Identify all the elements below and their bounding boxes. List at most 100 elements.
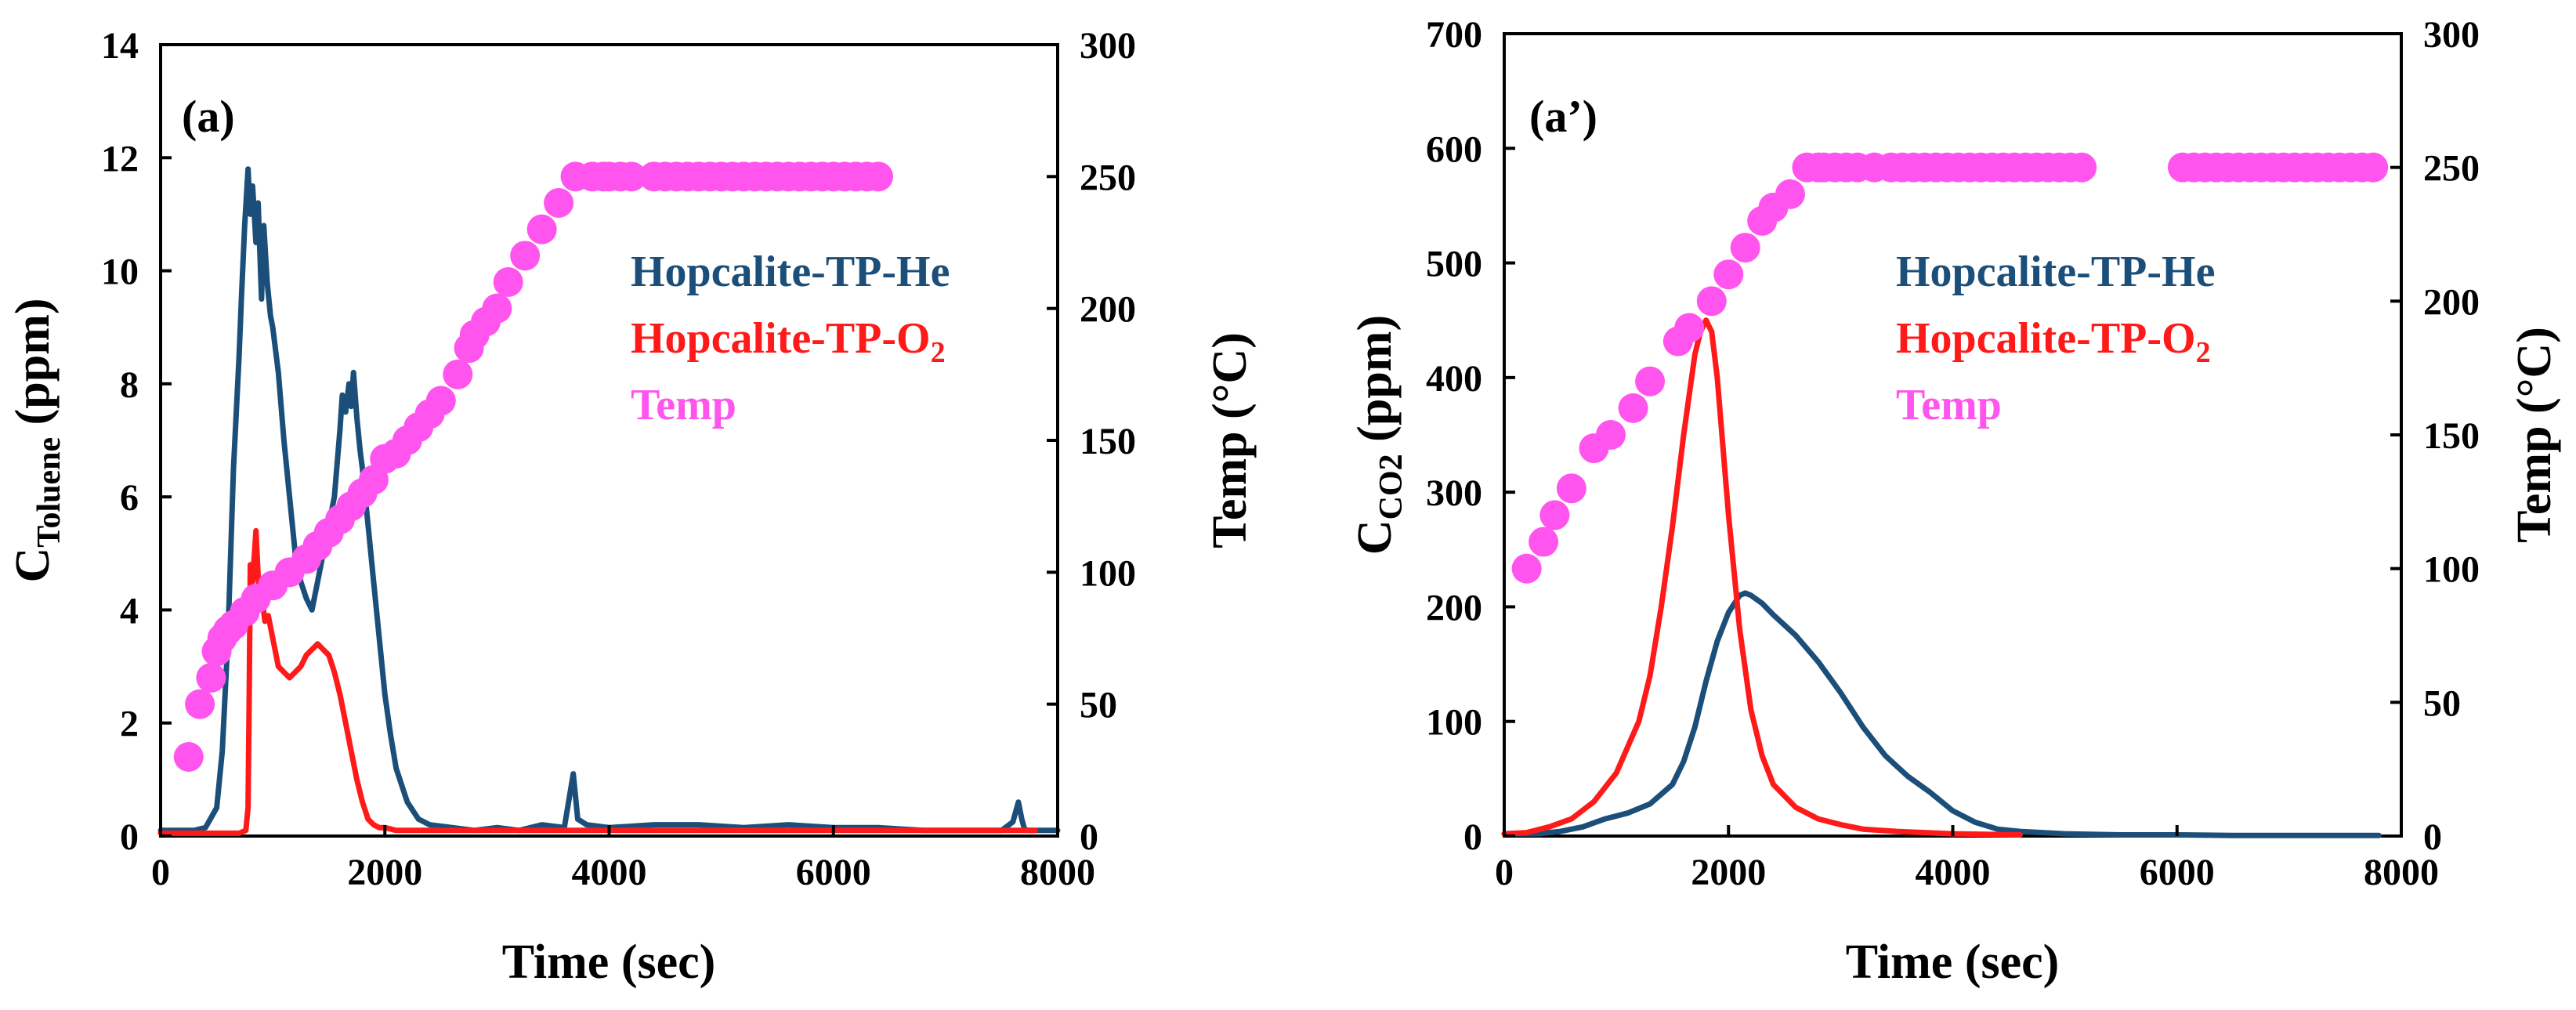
temp-point — [2067, 152, 2097, 183]
y2-tick-label: 100 — [2423, 549, 2480, 591]
temp-point — [1696, 286, 1727, 317]
chart-panel-a-prime: 0 2000 4000 6000 800001002003004005006007000… — [1348, 14, 2561, 989]
y2-axis-title: Temp (°C) — [1203, 332, 1257, 548]
panel-label: (a’) — [1529, 91, 1597, 142]
legend-entry-o2-main: Hopcalite-TP-O — [1896, 314, 2196, 363]
y-axis-title-main: C — [1348, 519, 1402, 555]
series-line-he — [157, 166, 1061, 834]
y2-axis-title: Temp (°C) — [2508, 327, 2561, 543]
y2-tick-label: 300 — [2423, 14, 2480, 56]
y-tick-label: 4 — [120, 590, 139, 632]
y-tick-label: 400 — [1426, 358, 1482, 400]
y2-tick-label: 150 — [1080, 421, 1136, 462]
legend-entry-o2-sub: 2 — [2196, 336, 2211, 369]
temp-point — [510, 241, 541, 271]
x-axis-title: Time (sec) — [502, 936, 716, 989]
y-tick-label: 200 — [1426, 587, 1482, 628]
x-tick-label: 8000 — [1020, 852, 1095, 893]
temp-point — [863, 161, 893, 192]
series-line-he — [1501, 590, 2382, 838]
temp-point — [443, 359, 473, 389]
y2-tick-label: 150 — [2423, 415, 2480, 457]
y-axis-title: CToluene (ppm) — [6, 298, 67, 582]
temp-point — [1511, 553, 1542, 584]
y-axis-title-unit: (ppm) — [1348, 315, 1402, 454]
x-tick-label: 6000 — [2140, 852, 2215, 893]
y2-tick-label: 250 — [2423, 148, 2480, 190]
x-tick-label: 0 — [151, 852, 170, 893]
temp-point — [173, 742, 204, 772]
legend-entry-o2-main: Hopcalite-TP-O — [631, 314, 931, 363]
y-tick-label: 6 — [120, 477, 139, 519]
chart-panel-a: 0 2000 4000 6000 800002468101214050100150200… — [6, 25, 1257, 989]
y-tick-label: 300 — [1426, 472, 1482, 514]
y2-tick-label: 50 — [1080, 685, 1117, 726]
x-tick-label: 2000 — [347, 852, 422, 893]
tick-layer: 0 2000 4000 6000 800002468101214050100150200… — [101, 25, 1136, 893]
legend-entry-o2: Hopcalite-TP-O2 — [1896, 314, 2211, 369]
temp-point — [1556, 473, 1586, 504]
y2-tick-label: 200 — [1080, 289, 1136, 331]
y-tick-label: 600 — [1426, 129, 1482, 170]
legend-entry-temp: Temp — [631, 381, 736, 429]
temp-point — [2358, 152, 2389, 183]
legend-entry-he: Hopcalite-TP-He — [631, 248, 950, 296]
y-axis-title-main: C — [6, 548, 60, 583]
y-tick-label: 2 — [120, 704, 139, 745]
temp-point — [1635, 366, 1666, 396]
y-axis-title-sub: CO2 — [1373, 454, 1409, 519]
temp-point — [185, 689, 215, 719]
x-tick-label: 2000 — [1691, 852, 1766, 893]
y-tick-label: 10 — [101, 252, 139, 293]
y-axis-title: CCO2 (ppm) — [1348, 315, 1409, 555]
x-tick-label: 6000 — [796, 852, 871, 893]
y-tick-label: 12 — [101, 138, 139, 179]
y2-tick-label: 50 — [2423, 682, 2461, 724]
legend-entry-o2: Hopcalite-TP-O2 — [631, 314, 946, 369]
y-axis-title-unit: (ppm) — [6, 298, 60, 436]
temp-point — [1539, 500, 1570, 530]
y-tick-label: 500 — [1426, 244, 1482, 285]
temp-point — [196, 663, 226, 693]
temp-point — [1775, 179, 1805, 209]
x-tick-label: 0 — [1495, 852, 1514, 893]
panel-label: (a) — [182, 91, 235, 142]
legend: Hopcalite-TP-He Hopcalite-TP-O2 Temp — [631, 248, 950, 429]
y-tick-label: 700 — [1426, 14, 1482, 56]
temp-point — [482, 293, 512, 324]
temp-point — [1713, 259, 1744, 290]
y2-tick-label: 0 — [1080, 816, 1098, 858]
series-temp — [173, 161, 893, 772]
temp-point — [1618, 393, 1648, 423]
tick-layer: 0 2000 4000 6000 800001002003004005006007000… — [1426, 14, 2480, 893]
series-layer — [1501, 152, 2389, 838]
y2-tick-label: 200 — [2423, 281, 2480, 323]
legend: Hopcalite-TP-He Hopcalite-TP-O2 Temp — [1896, 248, 2215, 429]
y2-tick-label: 0 — [2423, 816, 2442, 858]
x-tick-label: 8000 — [2364, 852, 2439, 893]
y2-tick-label: 100 — [1080, 552, 1136, 594]
y-tick-label: 0 — [1463, 816, 1482, 858]
y2-tick-label: 250 — [1080, 157, 1136, 198]
temp-point — [617, 161, 647, 192]
temp-point — [1529, 527, 1559, 557]
y-axis-title-sub: Toluene — [31, 437, 67, 548]
temp-point — [493, 267, 523, 297]
x-tick-label: 4000 — [572, 852, 647, 893]
legend-entry-he: Hopcalite-TP-He — [1896, 248, 2215, 296]
temp-point — [1730, 233, 1760, 263]
temp-point — [1595, 420, 1626, 450]
series-layer — [157, 161, 1061, 836]
y-tick-label: 0 — [120, 816, 139, 858]
legend-entry-o2-sub: 2 — [931, 336, 946, 369]
x-axis-title: Time (sec) — [1846, 936, 2060, 989]
y2-tick-label: 300 — [1080, 25, 1136, 67]
temp-point — [526, 214, 557, 244]
temp-point — [544, 188, 574, 218]
x-tick-label: 4000 — [1916, 852, 1991, 893]
y-tick-label: 100 — [1426, 702, 1482, 744]
temp-point — [1674, 313, 1705, 343]
y-tick-label: 8 — [120, 364, 139, 406]
series-line-o2 — [1501, 317, 2023, 838]
